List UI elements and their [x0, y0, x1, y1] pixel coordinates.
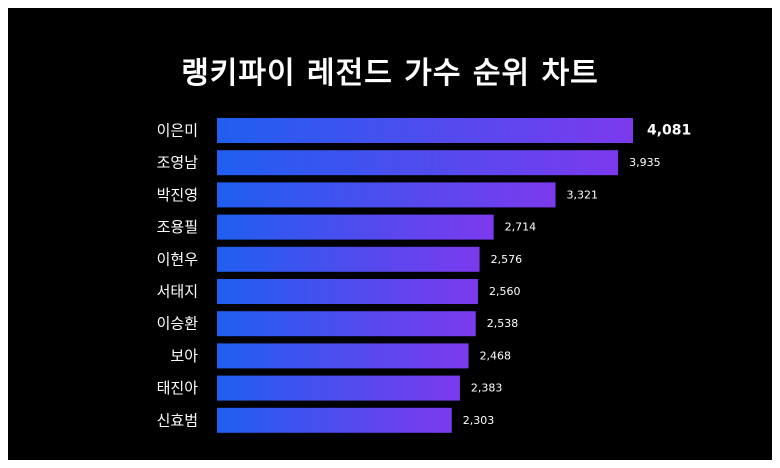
bars-group: 이은미 4,081 조영남 3,935 박진영 3,321 조용필 2,714 이현우 2,576… — [157, 118, 691, 433]
category-label: 이은미 — [157, 122, 198, 140]
category-label: 조영남 — [157, 154, 199, 172]
category-label: 이현우 — [157, 250, 199, 268]
bar — [217, 343, 469, 369]
value-label: 3,321 — [567, 188, 599, 201]
value-label: 2,303 — [463, 414, 495, 427]
bar — [217, 118, 633, 143]
category-label: 이승환 — [157, 315, 199, 333]
bar — [217, 279, 478, 304]
bar — [217, 214, 494, 240]
bar — [217, 150, 619, 176]
value-label: 2,538 — [487, 317, 519, 330]
chart-title: 랭키파이 레전드 가수 순위 차트 — [181, 56, 599, 91]
bar — [217, 407, 452, 433]
value-label: 2,560 — [489, 285, 521, 298]
bar — [217, 375, 460, 401]
value-label: 3,935 — [629, 156, 661, 169]
value-label: 2,468 — [480, 349, 512, 362]
category-label: 태진아 — [157, 379, 199, 397]
category-label: 서태지 — [157, 283, 198, 301]
bar — [217, 246, 480, 272]
value-label: 2,576 — [491, 253, 523, 266]
category-label: 박진영 — [157, 186, 198, 204]
value-label: 2,383 — [471, 382, 503, 395]
value-label: 4,081 — [647, 123, 691, 139]
bar — [217, 182, 556, 208]
category-label: 조용필 — [157, 218, 198, 236]
category-label: 신효범 — [157, 411, 198, 429]
category-label: 보아 — [170, 347, 198, 365]
value-label: 2,714 — [505, 221, 537, 234]
bar — [217, 311, 476, 337]
